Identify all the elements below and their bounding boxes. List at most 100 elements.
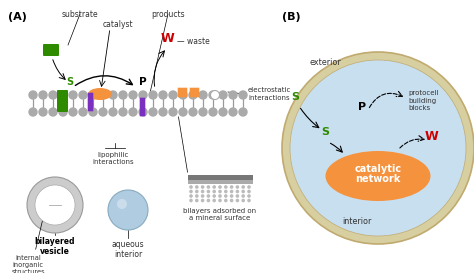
Circle shape (219, 108, 227, 116)
Ellipse shape (88, 88, 112, 100)
Text: +: + (180, 89, 185, 95)
Circle shape (207, 185, 210, 189)
Circle shape (247, 194, 251, 198)
Circle shape (236, 190, 239, 193)
Text: internal
inorganic
structures: internal inorganic structures (11, 255, 45, 273)
Circle shape (79, 108, 87, 116)
Circle shape (59, 108, 67, 116)
Circle shape (247, 190, 251, 193)
Circle shape (179, 108, 187, 116)
Text: bilayers adsorbed on
a mineral surface: bilayers adsorbed on a mineral surface (183, 208, 256, 221)
Circle shape (218, 185, 222, 189)
Circle shape (189, 108, 197, 116)
Circle shape (212, 194, 216, 198)
Circle shape (189, 185, 193, 189)
FancyBboxPatch shape (140, 98, 146, 116)
Circle shape (99, 91, 107, 99)
Text: lipophilic
interactions: lipophilic interactions (92, 152, 134, 165)
Text: exterior: exterior (310, 58, 342, 67)
Circle shape (290, 60, 466, 236)
Text: −: − (191, 88, 198, 96)
Circle shape (39, 91, 47, 99)
Circle shape (159, 108, 167, 116)
Circle shape (241, 194, 245, 198)
Circle shape (218, 190, 222, 193)
Circle shape (224, 194, 228, 198)
Text: electrostatic
interactions: electrostatic interactions (248, 87, 292, 101)
Circle shape (129, 108, 137, 116)
Circle shape (69, 91, 77, 99)
Circle shape (199, 108, 207, 116)
Circle shape (224, 185, 228, 189)
Text: (B): (B) (282, 12, 301, 22)
Circle shape (241, 190, 245, 193)
Circle shape (189, 91, 197, 99)
Circle shape (236, 194, 239, 198)
Text: S: S (66, 77, 73, 87)
FancyBboxPatch shape (43, 44, 59, 56)
Circle shape (129, 91, 137, 99)
FancyBboxPatch shape (190, 88, 199, 97)
Circle shape (230, 185, 233, 189)
Circle shape (109, 91, 117, 99)
Text: catalyst: catalyst (103, 20, 133, 29)
Circle shape (282, 52, 474, 244)
Circle shape (189, 190, 193, 193)
Circle shape (207, 190, 210, 193)
Circle shape (241, 199, 245, 202)
Text: W: W (425, 130, 439, 143)
Circle shape (229, 108, 237, 116)
Circle shape (195, 194, 199, 198)
FancyBboxPatch shape (178, 88, 187, 97)
Circle shape (212, 190, 216, 193)
FancyBboxPatch shape (57, 90, 68, 112)
Circle shape (79, 91, 87, 99)
Text: — waste: — waste (177, 37, 210, 46)
Circle shape (169, 108, 177, 116)
Circle shape (247, 199, 251, 202)
FancyBboxPatch shape (88, 93, 93, 111)
Circle shape (89, 91, 97, 99)
Text: products: products (151, 10, 185, 19)
Circle shape (212, 199, 216, 202)
Circle shape (35, 185, 75, 225)
Text: interior: interior (342, 217, 372, 226)
Circle shape (209, 91, 217, 99)
Circle shape (230, 190, 233, 193)
Circle shape (119, 91, 127, 99)
Circle shape (59, 91, 67, 99)
Circle shape (29, 108, 37, 116)
Circle shape (239, 91, 247, 99)
Circle shape (219, 91, 227, 99)
Circle shape (241, 185, 245, 189)
Circle shape (49, 108, 57, 116)
Circle shape (229, 91, 237, 99)
Circle shape (119, 108, 127, 116)
Circle shape (212, 185, 216, 189)
Circle shape (236, 199, 239, 202)
Circle shape (149, 91, 157, 99)
Circle shape (189, 199, 193, 202)
Text: catalytic: catalytic (355, 164, 401, 174)
Circle shape (109, 108, 117, 116)
Circle shape (189, 194, 193, 198)
Text: bilayered
vesicle: bilayered vesicle (35, 237, 75, 256)
Circle shape (201, 199, 204, 202)
Circle shape (117, 199, 127, 209)
Circle shape (195, 185, 199, 189)
Text: (A): (A) (8, 12, 27, 22)
Circle shape (195, 199, 199, 202)
Circle shape (139, 108, 147, 116)
Ellipse shape (326, 151, 430, 201)
Text: P: P (139, 77, 147, 87)
Circle shape (195, 190, 199, 193)
Circle shape (210, 91, 219, 99)
Circle shape (224, 190, 228, 193)
Circle shape (139, 91, 147, 99)
Circle shape (230, 194, 233, 198)
Circle shape (207, 199, 210, 202)
Circle shape (159, 91, 167, 99)
Circle shape (201, 185, 204, 189)
Text: network: network (356, 174, 401, 184)
Circle shape (27, 177, 83, 233)
